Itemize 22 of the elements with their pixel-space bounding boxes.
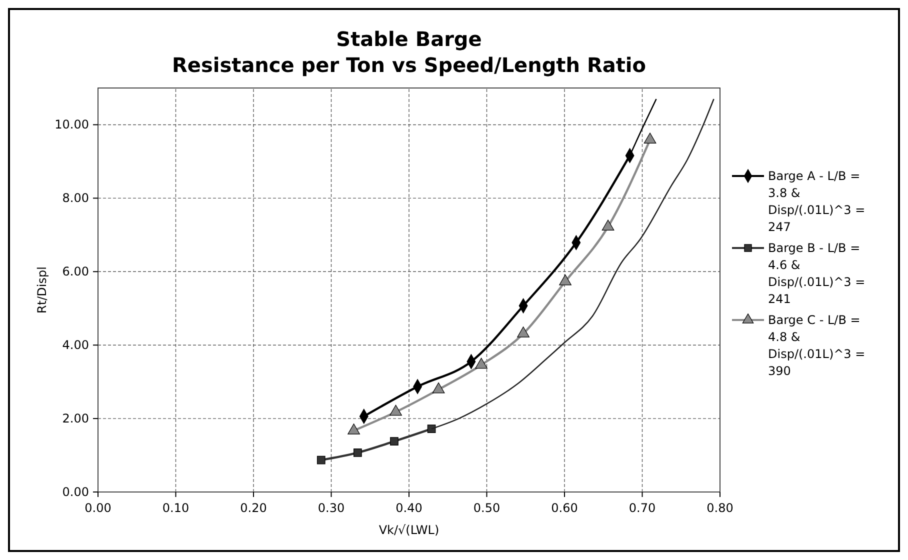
y-tick-label: 0.00 [62, 485, 89, 499]
x-tick-label: 0.80 [706, 501, 734, 515]
y-tick-label: 6.00 [62, 264, 89, 279]
x-tick-label: 0.50 [473, 501, 500, 515]
y-tick-label: 8.00 [62, 191, 89, 206]
y-tick-label: 10.00 [54, 118, 89, 132]
y-tick-label: 4.00 [62, 338, 89, 352]
chart-title: Stable Barge [336, 27, 482, 51]
x-tick-label: 0.60 [551, 501, 578, 515]
x-tick-label: 0.10 [162, 501, 190, 515]
legend-label: Barge B - L/B = 4.6 & Disp/(.01L)^3 = 241 [768, 241, 866, 306]
x-tick-label: 0.40 [396, 501, 422, 515]
legend-label: Barge A - L/B = 3.8 & Disp/(.01L)^3 = 247 [768, 169, 866, 234]
y-tick-label: 2.00 [62, 412, 89, 426]
x-axis-title: Vk/√(LWL) [378, 523, 440, 537]
y-axis-title: Rt/Displ [35, 266, 49, 314]
x-tick-label: 0.70 [628, 501, 656, 515]
x-tick-label: 0.30 [318, 501, 345, 515]
x-tick-label: 0.00 [84, 501, 112, 515]
legend-label: Barge C - L/B = 4.8 & Disp/(.01L)^3 = 390 [768, 313, 866, 378]
chart-subtitle: Resistance per Ton vs Speed/Length Ratio [172, 53, 646, 77]
x-tick-label: 0.20 [240, 501, 267, 515]
